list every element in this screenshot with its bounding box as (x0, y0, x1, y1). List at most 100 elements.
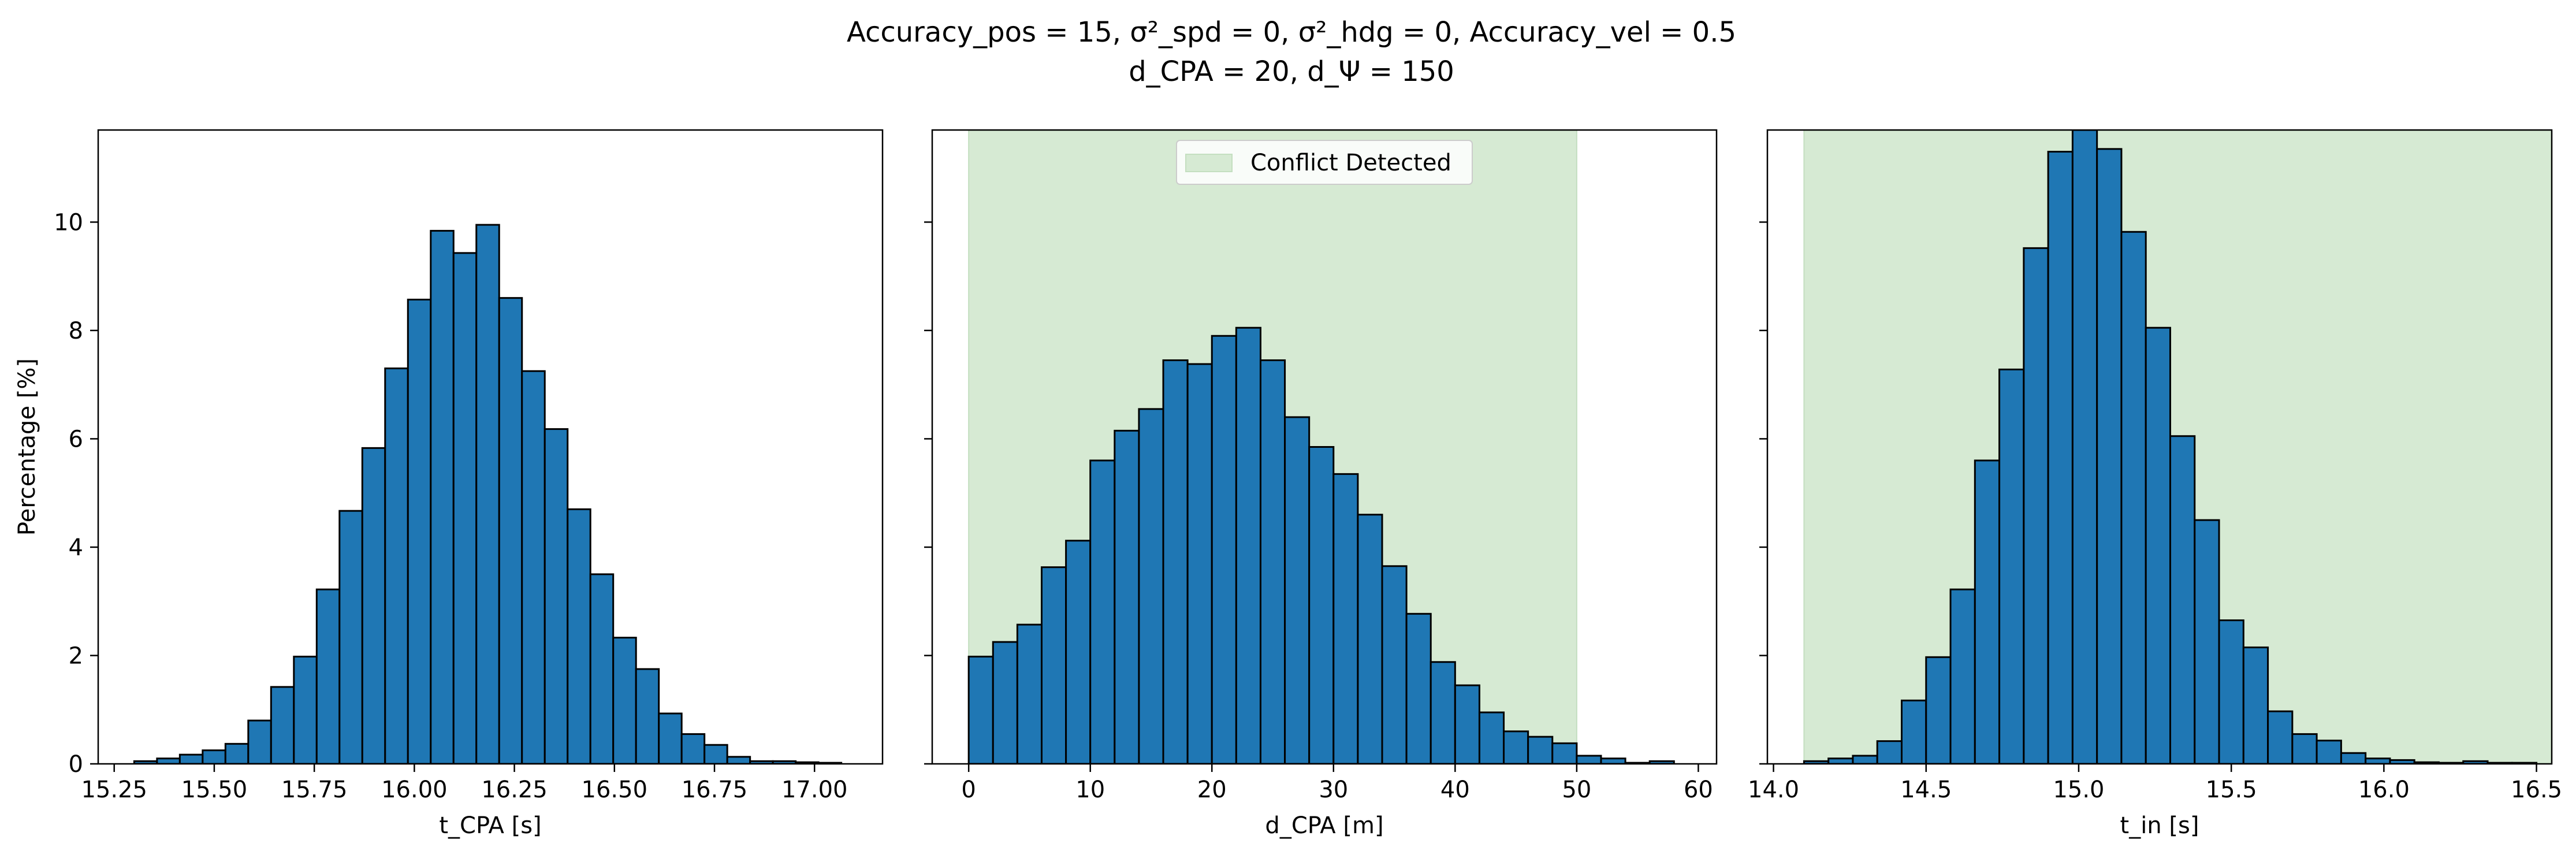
tcpa-xtick-label: 15.75 (281, 777, 348, 803)
tcpa-bar (247, 719, 272, 764)
tcpa-bar (156, 758, 181, 764)
subplot-tcpa: 15.25 15.50 15.75 16.00 16.25 16.50 16.75 17.00… (14, 129, 884, 839)
tin-xtick-label: 14.0 (1748, 777, 1799, 803)
tin-bar (2194, 519, 2220, 764)
tin-bar (1876, 740, 1903, 764)
dcpa-legend-swatch (1185, 154, 1233, 172)
tcpa-xtick-label: 17.00 (781, 777, 848, 803)
tcpa-xtick-label: 16.50 (582, 777, 648, 803)
tin-bar (1900, 699, 1927, 764)
tcpa-xtick-label: 15.25 (81, 777, 147, 803)
dcpa-bar (1357, 514, 1383, 764)
dcpa-bar (1114, 429, 1140, 764)
tcpa-bar (475, 224, 500, 764)
tcpa-bar (224, 742, 250, 764)
tcpa-bar (452, 252, 478, 764)
dcpa-bar (1454, 684, 1480, 764)
tcpa-axes-frame (97, 129, 884, 765)
dcpa-legend-label: Conflict Detected (1250, 150, 1451, 176)
dcpa-plot-area (967, 130, 1675, 764)
tin-bar (2291, 733, 2318, 764)
dcpa-xtick-label: 40 (1440, 777, 1470, 803)
dcpa-bar (1211, 335, 1237, 764)
tin-bar (2023, 247, 2049, 764)
tcpa-ylabel: Percentage [%] (14, 358, 40, 536)
tin-bar (2071, 130, 2098, 764)
tcpa-bar (612, 637, 637, 764)
tcpa-xlabel: t_CPA [s] (439, 812, 541, 839)
tcpa-bar (680, 733, 706, 764)
subplot-dcpa: 0 10 20 30 40 50 60 d_CPA [m] Conflict Detected (924, 129, 1718, 839)
subplot-tin: 14.0 14.5 15.0 15.5 16.0 16.5 t_in [s] (1748, 129, 2562, 839)
dcpa-bar (1089, 459, 1116, 764)
tin-xtick-label: 14.5 (1900, 777, 1952, 803)
dcpa-axes-frame (931, 129, 1718, 765)
tin-bar (1827, 758, 1854, 764)
tin-bar (1974, 459, 2001, 764)
tcpa-bar (658, 712, 683, 764)
tcpa-bar (726, 756, 751, 764)
dcpa-bar (1016, 623, 1043, 764)
tcpa-bar (544, 428, 569, 764)
dcpa-bar (1551, 742, 1578, 764)
figure-title-line1: Accuracy_pos = 15, σ²_spd = 0, σ²_hdg = … (847, 16, 1736, 49)
tcpa-bar (315, 588, 341, 764)
dcpa-bar (1040, 566, 1067, 764)
tcpa-bar (567, 508, 591, 764)
tcpa-ytick-label: 0 (69, 751, 83, 778)
tcpa-xtick-label: 15.50 (181, 777, 248, 803)
tin-bar (2365, 758, 2391, 764)
dcpa-bar (1600, 758, 1626, 764)
tin-bar (2267, 710, 2294, 764)
dcpa-bar (1138, 408, 1164, 764)
dcpa-bar (1065, 540, 1092, 764)
tcpa-ytick-label: 4 (69, 534, 83, 561)
tcpa-xtick-label: 16.00 (381, 777, 448, 803)
dcpa-bar (1381, 565, 1408, 764)
dcpa-xtick-label: 50 (1562, 777, 1591, 803)
tcpa-bar (407, 298, 432, 764)
tin-plot-area (1803, 130, 2552, 764)
tcpa-xtick-label: 16.75 (682, 777, 748, 803)
tcpa-bar (293, 655, 318, 764)
tin-bar (2316, 740, 2342, 764)
tin-bar (1925, 656, 1952, 764)
tcpa-ytick-label: 2 (69, 643, 83, 669)
figure-title-line2: d_CPA = 20, d_Ψ = 150 (1129, 55, 1454, 88)
tcpa-bar (635, 668, 660, 764)
dcpa-bar (1478, 711, 1505, 764)
dcpa-bar (967, 655, 994, 764)
dcpa-bar (1308, 446, 1335, 764)
tcpa-bar (178, 753, 204, 764)
tcpa-bar (521, 370, 546, 764)
dcpa-xtick-label: 0 (961, 777, 976, 803)
tin-xlabel: t_in [s] (2120, 812, 2199, 839)
tcpa-plot-area (133, 224, 843, 764)
tin-bar (2120, 231, 2147, 764)
tcpa-bar (703, 744, 728, 764)
dcpa-bar (1576, 755, 1602, 764)
dcpa-bar (1503, 730, 1529, 764)
tcpa-bar (338, 510, 363, 764)
dcpa-legend-box (1176, 140, 1473, 185)
dcpa-xtick-label: 30 (1319, 777, 1348, 803)
tcpa-xtick-label: 16.25 (481, 777, 548, 803)
tcpa-bar (498, 297, 523, 764)
dcpa-bar (1405, 612, 1432, 764)
dcpa-bar (1259, 359, 1286, 764)
tin-bar (2096, 148, 2123, 764)
tin-axes-frame (1766, 129, 2553, 765)
dcpa-bar (1648, 760, 1675, 764)
tin-bar (1852, 755, 1878, 764)
tin-xtick-label: 15.5 (2206, 777, 2257, 803)
dcpa-xtick-label: 20 (1197, 777, 1227, 803)
dcpa-bar (1235, 326, 1261, 764)
tin-bar (2242, 646, 2269, 764)
dcpa-xtick-label: 10 (1075, 777, 1105, 803)
tcpa-bar (430, 229, 455, 764)
tin-xtick-label: 15.0 (2053, 777, 2104, 803)
tin-bar (2145, 326, 2171, 764)
tin-bar (1949, 588, 1976, 764)
tin-bar (2218, 619, 2244, 764)
